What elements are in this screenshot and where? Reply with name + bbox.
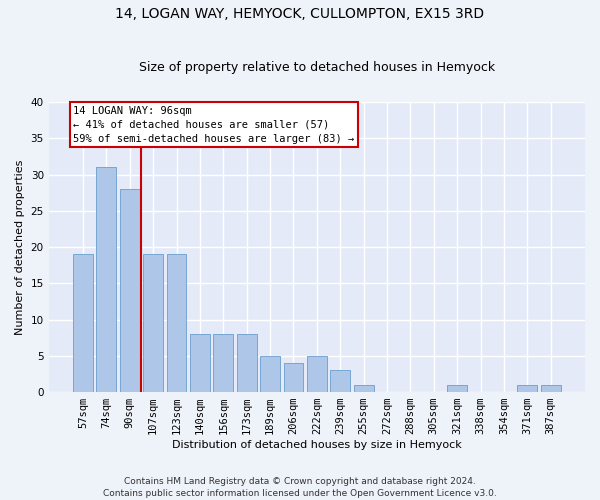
Text: 14 LOGAN WAY: 96sqm
← 41% of detached houses are smaller (57)
59% of semi-detach: 14 LOGAN WAY: 96sqm ← 41% of detached ho… [73, 106, 355, 144]
Bar [167, 254, 187, 392]
Text: 14, LOGAN WAY, HEMYOCK, CULLOMPTON, EX15 3RD: 14, LOGAN WAY, HEMYOCK, CULLOMPTON, EX15… [115, 8, 485, 22]
Y-axis label: Number of detached properties: Number of detached properties [15, 160, 25, 335]
Bar [447, 385, 467, 392]
Bar [190, 334, 210, 392]
Bar [143, 254, 163, 392]
Bar [541, 385, 560, 392]
Bar [73, 254, 93, 392]
Bar [284, 363, 304, 392]
Bar [307, 356, 327, 392]
Bar [120, 189, 140, 392]
Bar [353, 385, 374, 392]
Bar [517, 385, 537, 392]
Bar [214, 334, 233, 392]
Bar [260, 356, 280, 392]
Bar [237, 334, 257, 392]
X-axis label: Distribution of detached houses by size in Hemyock: Distribution of detached houses by size … [172, 440, 462, 450]
Title: Size of property relative to detached houses in Hemyock: Size of property relative to detached ho… [139, 62, 495, 74]
Text: Contains HM Land Registry data © Crown copyright and database right 2024.
Contai: Contains HM Land Registry data © Crown c… [103, 476, 497, 498]
Bar [330, 370, 350, 392]
Bar [97, 168, 116, 392]
